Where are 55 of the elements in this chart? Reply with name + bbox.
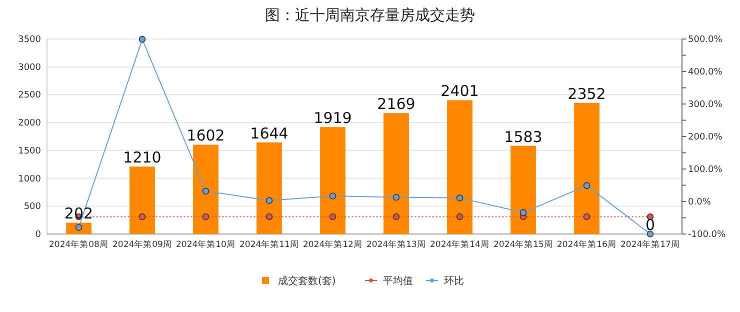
point (138, 36, 146, 43)
labels: 1602 (186, 126, 225, 145)
x-tick-label: 2024年第11周 (240, 239, 299, 250)
x-tick-label: 2024年第14周 (430, 239, 490, 250)
point (202, 188, 210, 194)
y2-tick-label: 0.0% (688, 198, 712, 208)
labels: 2169 (377, 95, 416, 114)
legend-label: 平均值 (383, 275, 413, 287)
y2-tick-label: 500.0% (688, 35, 723, 45)
y-tick-label: 2000 (18, 118, 42, 129)
bar (447, 100, 472, 234)
y-tick-label: 1000 (18, 174, 42, 184)
y-tick-label: 3000 (18, 62, 42, 73)
y2-tick-label: 100.0% (688, 165, 723, 175)
y-tick-label: 1500 (18, 146, 42, 156)
bar (384, 113, 409, 234)
chart-title: 图：近十周南京存量房成交走势 (265, 6, 475, 24)
y2-tick-label: -100.0% (688, 230, 726, 240)
x-tick-label: 2024年第15周 (494, 239, 553, 250)
bar (130, 166, 155, 234)
labels: 2401 (440, 82, 479, 100)
bar (574, 102, 600, 234)
legend-label: 环比 (444, 275, 464, 287)
y-tick-label: 3500 (18, 35, 42, 45)
point (392, 194, 400, 201)
labels: 1583 (504, 128, 542, 146)
point (266, 197, 273, 204)
point (583, 182, 590, 189)
labels: 0 (645, 216, 656, 234)
y2-tick-label: 200.0% (688, 132, 723, 142)
y-tick-label: 2500 (18, 90, 42, 101)
bar (510, 146, 536, 234)
bar (320, 127, 346, 234)
x-tick-label: 2024年第09周 (112, 239, 172, 250)
x-tick-label: 2024年第17周 (620, 239, 680, 250)
y2-tick-label: 400.0% (688, 68, 723, 78)
y2-tick-label: 300.0% (688, 100, 723, 110)
bar (256, 142, 282, 234)
y-tick-label: 500 (24, 202, 42, 212)
x-tick-label: 2024年第08周 (49, 239, 108, 250)
point (456, 194, 464, 202)
point (329, 192, 336, 200)
y-tick-label: 0 (35, 230, 42, 240)
point (646, 230, 654, 238)
x-tick-label: 2024年第13周 (366, 239, 426, 250)
labels: 1644 (250, 124, 288, 142)
bar (193, 144, 218, 234)
x-tick-label: 2024年第12周 (303, 239, 362, 250)
labels: 1210 (123, 148, 162, 167)
legend-label: 成交套数(套) (278, 275, 336, 287)
labels: 1919 (314, 109, 352, 128)
labels: 2352 (568, 84, 606, 103)
x-tick-label: 2024年第16周 (557, 239, 616, 250)
point (520, 209, 527, 216)
x-tick-label: 2024年第10周 (176, 239, 236, 250)
